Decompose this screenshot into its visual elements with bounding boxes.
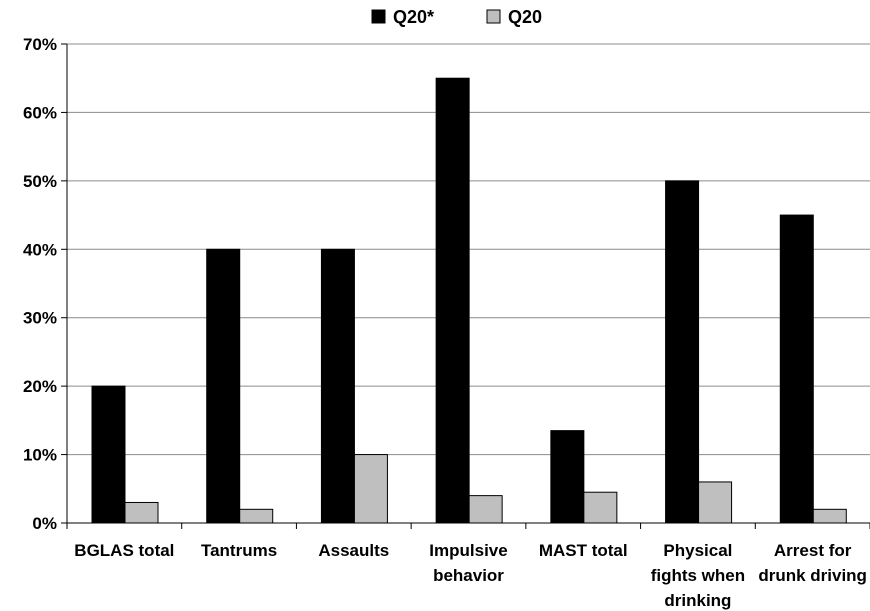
category-labels: BGLAS total Tantrums Assaults Impulsive beha… <box>74 541 867 610</box>
legend-label: Q20 <box>508 7 542 27</box>
bar-q20-star <box>550 430 585 524</box>
category-label: Impulsive behavior <box>429 541 507 585</box>
category-label: Assaults <box>318 541 389 560</box>
bar-q20-star <box>320 248 355 524</box>
y-tick-label: 0% <box>32 514 57 533</box>
bar-q20-star <box>435 77 470 524</box>
category-label: Physical fights when drinking <box>651 541 745 610</box>
bar-q20-star <box>779 214 814 524</box>
category-label: Tantrums <box>201 541 277 560</box>
y-tick-label: 60% <box>23 103 57 122</box>
category-label: MAST total <box>539 541 628 560</box>
axes <box>61 43 870 529</box>
bar-q20-star <box>206 248 241 524</box>
y-tick-label: 20% <box>23 377 57 396</box>
y-tick-labels: 0% 10% 20% 30% 40% 50% 60% 70% <box>23 35 57 533</box>
bars <box>91 77 847 524</box>
category-label: BGLAS total <box>74 541 174 560</box>
bar-q20 <box>583 491 618 524</box>
bar-q20 <box>239 508 274 524</box>
y-tick-label: 40% <box>23 240 57 259</box>
bar-q20 <box>698 481 733 524</box>
y-tick-label: 70% <box>23 35 57 54</box>
legend-swatch <box>371 9 386 24</box>
y-tick-label: 10% <box>23 446 57 465</box>
bar-q20 <box>124 501 159 524</box>
category-label: Arrest for drunk driving <box>758 541 867 585</box>
bar-q20-star <box>91 385 126 524</box>
bar-q20 <box>468 495 503 524</box>
legend: Q20* Q20 <box>371 7 542 27</box>
y-tick-label: 50% <box>23 172 57 191</box>
y-tick-label: 30% <box>23 309 57 328</box>
legend-swatch <box>486 9 501 24</box>
bar-q20 <box>353 454 388 524</box>
legend-label: Q20* <box>393 7 434 27</box>
bar-q20-star <box>665 180 700 524</box>
bar-q20 <box>812 508 847 524</box>
